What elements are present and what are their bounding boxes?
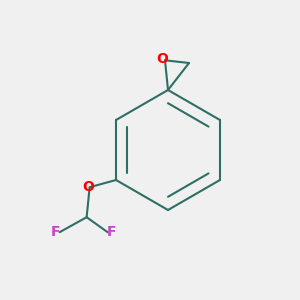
Text: O: O [156,52,168,66]
Text: O: O [82,180,94,194]
Text: F: F [106,225,116,239]
Text: F: F [50,225,60,239]
